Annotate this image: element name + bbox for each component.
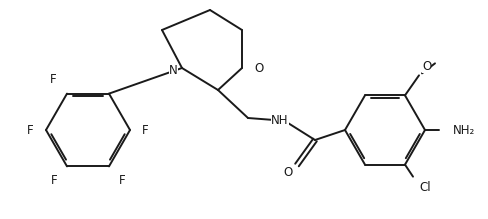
Text: N: N xyxy=(169,64,178,76)
Text: O: O xyxy=(421,60,430,73)
Text: O: O xyxy=(253,62,263,74)
Text: F: F xyxy=(50,73,57,86)
Text: F: F xyxy=(142,124,148,136)
Text: F: F xyxy=(119,174,125,187)
Text: F: F xyxy=(27,124,34,136)
Text: NH₂: NH₂ xyxy=(452,124,474,136)
Text: Cl: Cl xyxy=(418,181,430,194)
Text: F: F xyxy=(50,174,57,187)
Text: NH: NH xyxy=(271,113,288,127)
Text: O: O xyxy=(283,166,292,180)
